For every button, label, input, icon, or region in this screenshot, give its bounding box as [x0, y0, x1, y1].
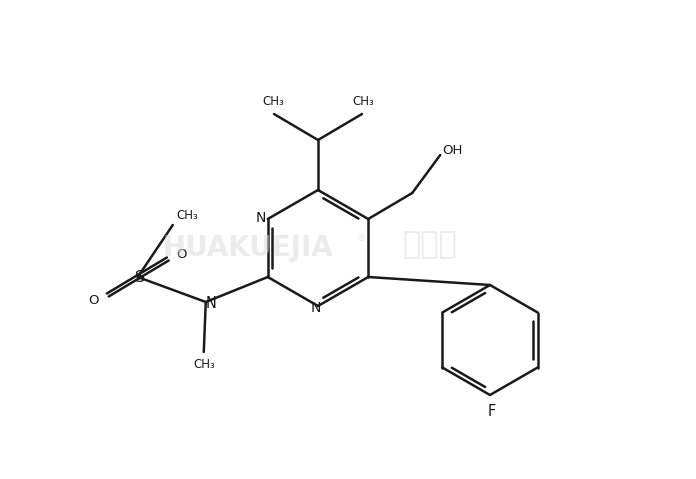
Text: CH₃: CH₃	[193, 357, 214, 370]
Text: F: F	[488, 403, 496, 419]
Text: O: O	[177, 248, 187, 261]
Text: CH₃: CH₃	[352, 94, 374, 107]
Text: OH: OH	[442, 144, 462, 157]
Text: O: O	[88, 294, 99, 307]
Text: CH₃: CH₃	[262, 94, 284, 107]
Text: S: S	[135, 271, 145, 285]
Text: N: N	[311, 301, 321, 315]
Text: CH₃: CH₃	[176, 208, 198, 221]
Text: 化学加: 化学加	[402, 230, 457, 260]
Text: HUAKUEJIA: HUAKUEJIA	[163, 234, 333, 262]
Text: ®: ®	[357, 233, 367, 243]
Text: N: N	[255, 211, 266, 225]
Text: N: N	[205, 297, 216, 311]
